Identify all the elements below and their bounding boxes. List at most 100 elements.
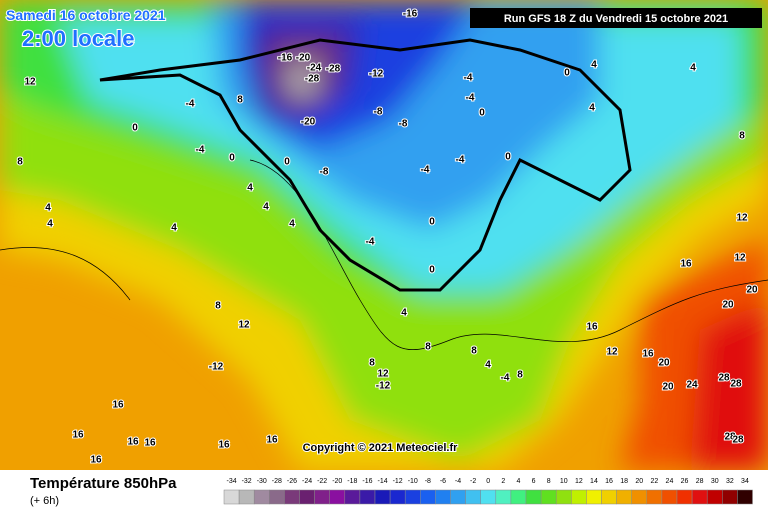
scale-swatch: [495, 489, 512, 505]
scale-swatch: [420, 489, 436, 505]
contour-label: 12: [734, 253, 746, 264]
scale-swatch: [661, 489, 678, 505]
scale-swatch: [269, 489, 285, 505]
scale-swatch: [555, 489, 572, 505]
contour-label: 8: [739, 131, 745, 142]
contour-label: 4: [289, 219, 295, 230]
scale-label: 6: [532, 478, 536, 485]
legend-subtitle: (+ 6h): [30, 495, 59, 507]
contour-label: -20: [301, 117, 316, 128]
scale-swatch: [314, 489, 330, 505]
scale-swatch: [510, 489, 527, 505]
scale-label: 16: [605, 478, 613, 485]
contour-label: 28: [718, 373, 730, 384]
contour-label: 8: [471, 346, 477, 357]
scale-label: -34: [226, 478, 236, 485]
contour-label: 28: [732, 435, 744, 446]
scale-swatch: [586, 489, 602, 505]
contour-label: 16: [112, 400, 124, 411]
contour-label: -4: [186, 99, 195, 110]
scale-swatch: [525, 489, 542, 505]
contour-label: 16: [586, 322, 598, 333]
contour-label: 20: [722, 300, 734, 311]
contour-label: 0: [284, 157, 290, 168]
scale-label: -4: [455, 478, 461, 485]
contour-label: 28: [724, 432, 736, 443]
contour-label: -28: [326, 64, 341, 75]
contour-label: 8: [517, 370, 523, 381]
contour-label: 8: [369, 358, 375, 369]
scale-swatch: [737, 489, 753, 505]
scale-label: -8: [425, 478, 431, 485]
contour-label: -12: [209, 362, 224, 373]
contour-label: 16: [266, 435, 278, 446]
contour-label: -8: [320, 167, 329, 178]
temperature-field: [0, 0, 768, 470]
scale-label: 30: [711, 478, 719, 485]
scale-swatch: [601, 489, 617, 505]
contour-label: 0: [229, 153, 235, 164]
scale-label: -16: [362, 478, 372, 485]
contour-label: -16: [403, 9, 418, 20]
contour-label: 4: [45, 203, 51, 214]
contour-label: 16: [144, 438, 156, 449]
contour-label: 20: [662, 382, 674, 393]
contour-label: 4: [263, 202, 269, 213]
scale-label: 22: [650, 478, 658, 485]
contour-label: 4: [485, 360, 491, 371]
scale-label: -26: [287, 478, 297, 485]
contour-label: -16: [278, 53, 293, 64]
scale-label: 32: [726, 478, 734, 485]
contour-label: -4: [366, 237, 375, 248]
scale-swatch: [676, 489, 693, 505]
scale-label: 4: [516, 478, 520, 485]
contour-label: 16: [680, 259, 692, 270]
run-date: Samedi 16 octobre 2021: [6, 7, 166, 23]
scale-label: 8: [547, 478, 551, 485]
scale-label: 2: [501, 478, 505, 485]
local-time: 2:00 locale: [22, 26, 135, 51]
scale-label: -22: [317, 478, 327, 485]
scale-swatch: [691, 489, 708, 505]
contour-label: -28: [305, 74, 320, 85]
scale-swatch: [329, 489, 346, 505]
contour-label: 8: [215, 301, 221, 312]
scale-label: 20: [635, 478, 643, 485]
scale-swatch: [344, 489, 361, 505]
scale-swatch: [450, 489, 466, 505]
scale-swatch: [540, 489, 557, 505]
contour-label: 8: [17, 157, 23, 168]
contour-label: 0: [505, 152, 511, 163]
scale-swatch: [631, 489, 648, 505]
copyright: Copyright © 2021 Meteociel.fr: [303, 442, 459, 454]
scale-label: 10: [560, 478, 568, 485]
contour-label: 12: [377, 369, 389, 380]
run-box: [470, 8, 762, 28]
scale-label: 12: [575, 478, 583, 485]
contour-label: -8: [374, 107, 383, 118]
scale-swatch: [465, 489, 481, 505]
contour-label: 16: [127, 437, 139, 448]
contour-label: 16: [72, 430, 84, 441]
contour-label: 12: [24, 77, 36, 88]
scale-swatch: [253, 489, 270, 505]
contour-label: 4: [47, 219, 53, 230]
scale-label: -2: [470, 478, 476, 485]
contour-label: 8: [237, 95, 243, 106]
scale-label: 0: [486, 478, 490, 485]
contour-label: 16: [642, 349, 654, 360]
contour-label: -4: [421, 165, 430, 176]
scale-label: -10: [408, 478, 418, 485]
scale-swatch: [238, 489, 255, 505]
scale-swatch: [571, 489, 587, 505]
scale-swatch: [646, 489, 663, 505]
contour-label: 4: [690, 63, 696, 74]
contour-label: 0: [479, 108, 485, 119]
contour-label: 20: [658, 358, 670, 369]
contour-label: 0: [429, 265, 435, 276]
contour-label: 4: [247, 183, 253, 194]
scale-label: -14: [377, 478, 387, 485]
scale-swatch: [223, 489, 240, 505]
scale-swatch: [480, 489, 497, 505]
